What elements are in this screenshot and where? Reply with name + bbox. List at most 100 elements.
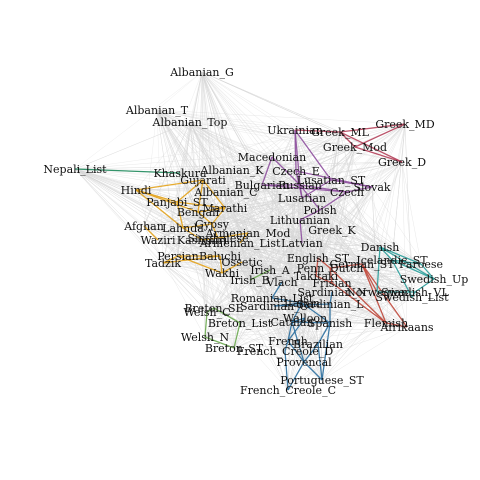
background-edge: [201, 71, 293, 323]
node-label-marathi: Marathi: [203, 202, 248, 215]
indic-edge: [217, 232, 249, 239]
background-edge: [291, 229, 333, 323]
background-edge: [156, 109, 286, 352]
germanic-edge: [361, 263, 408, 328]
background-edge: [219, 255, 286, 352]
background-edge: [201, 71, 331, 305]
background-edge: [213, 297, 273, 309]
background-edge: [329, 291, 378, 324]
background-edge: [143, 225, 184, 229]
node-label-czech-e: Czech_E: [272, 165, 320, 178]
background-edge: [247, 232, 286, 352]
background-edge: [401, 161, 416, 293]
node-label-french-creole-c: French_Creole_C: [240, 384, 336, 397]
background-edge: [287, 322, 387, 391]
background-edge: [162, 262, 241, 324]
background-edge: [202, 170, 297, 181]
background-edge: [301, 242, 408, 328]
background-edge: [162, 71, 203, 264]
background-edge: [135, 189, 164, 264]
background-edge: [204, 322, 331, 338]
background-edge: [189, 71, 203, 123]
node-label-nepali-list: Nepali_List: [43, 163, 107, 176]
node-label-albanian-g: Albanian_G: [169, 66, 234, 79]
slavic-edge: [299, 209, 321, 221]
background-edge: [189, 121, 213, 225]
node-label-ossetic: Ossetic: [222, 256, 263, 269]
node-label-french: French: [268, 335, 308, 348]
node-label-gypsy: Gypsy: [195, 218, 230, 231]
node-label-albanian-k: Albanian_K: [199, 164, 264, 177]
romance-edge: [287, 317, 306, 342]
slavic-edge: [299, 184, 303, 199]
background-edge: [287, 267, 331, 391]
node-label-catalan: Catalan: [270, 316, 313, 329]
background-edge: [319, 209, 323, 381]
romance-edge: [284, 340, 289, 352]
node-label-swedish-vl: Swedish_VL: [381, 286, 449, 299]
greek-edge: [339, 123, 406, 133]
background-edge: [299, 184, 333, 293]
indic-edge: [239, 232, 249, 244]
background-edge: [284, 246, 381, 352]
background-edge: [156, 109, 296, 131]
background-edge: [213, 269, 271, 309]
background-edge: [206, 311, 331, 324]
background-edge: [376, 263, 422, 293]
node-label-panjabi-st: Panjabi_ST: [146, 196, 208, 209]
background-edge: [271, 156, 381, 248]
background-edge: [247, 184, 301, 234]
background-edge: [271, 156, 305, 363]
background-edge: [211, 223, 221, 257]
background-edge: [156, 109, 408, 328]
greek-edge: [339, 131, 403, 163]
north_germanic-edge: [379, 246, 435, 280]
slavic-edge: [294, 129, 332, 181]
node-label-irish-a: Irish_A: [250, 264, 290, 277]
background-edge: [321, 161, 403, 381]
romance-edge: [273, 302, 303, 307]
romance-edge: [291, 317, 306, 323]
node-label-bengali: Bengali: [177, 206, 220, 219]
indic-edge: [182, 223, 213, 229]
background-edge: [303, 291, 378, 363]
background-edge: [249, 123, 406, 281]
background-edge: [231, 169, 331, 305]
background-edge: [202, 179, 413, 298]
slavic-edge: [319, 191, 348, 211]
node-label-polish: Polish: [303, 204, 336, 217]
germanic-edge: [361, 263, 387, 324]
node-label-hindi: Hindi: [121, 184, 152, 197]
node-label-spanish: Spanish: [308, 317, 352, 330]
node-label-english-st: English_ST: [287, 252, 350, 265]
background-edge: [143, 186, 373, 227]
background-edge: [287, 129, 296, 391]
node-label-faroese: Faroese: [399, 258, 443, 271]
background-edge: [249, 279, 323, 381]
romance-edge: [287, 321, 293, 342]
background-edge: [201, 71, 403, 163]
background-edge: [201, 71, 319, 345]
node-label-waziri: Waziri: [141, 234, 176, 247]
slavic-edge: [271, 156, 301, 186]
background-edge: [74, 168, 289, 342]
background-edge: [74, 168, 305, 363]
celtic-edge: [204, 336, 235, 349]
romance-edge: [317, 322, 331, 345]
background-edge: [225, 191, 289, 342]
node-label-greek-d: Greek_D: [378, 156, 426, 169]
slavic-edge: [346, 186, 373, 193]
node-label-takitaki: Takitaki: [294, 270, 339, 283]
background-edge: [213, 209, 321, 309]
node-label-bulgarian: Bulgarian: [235, 179, 290, 192]
background-edge: [74, 168, 303, 244]
north_germanic-edge: [379, 246, 422, 265]
node-label-lithuanian: Lithuanian: [270, 214, 330, 227]
background-edge: [189, 121, 305, 363]
background-edge: [182, 227, 306, 319]
background-edge: [156, 109, 179, 257]
background-edge: [74, 161, 403, 170]
background-edge: [157, 184, 263, 241]
background-edge: [189, 121, 317, 277]
